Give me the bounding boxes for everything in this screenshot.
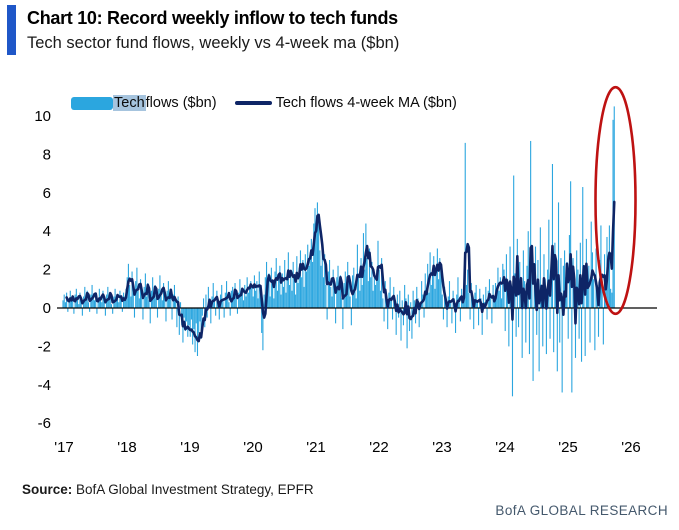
svg-text:0: 0: [43, 300, 51, 317]
ma-line-swatch: [234, 101, 272, 105]
svg-text:10: 10: [34, 108, 51, 125]
svg-text:-6: -6: [38, 415, 51, 432]
svg-text:8: 8: [43, 146, 51, 163]
x-axis-labels: '17 '18 '19 '20 '21 '22 '23 '24 '25 '26: [54, 439, 641, 456]
legend-highlighted-word: Tech: [113, 95, 146, 111]
brand-mark: BofA GLOBAL RESEARCH: [495, 503, 668, 518]
source-line: Source: BofA Global Investment Strategy,…: [22, 482, 314, 497]
source-text: BofA Global Investment Strategy, EPFR: [72, 482, 314, 497]
svg-text:'23: '23: [432, 439, 452, 456]
svg-text:'25: '25: [558, 439, 578, 456]
legend-ma-label: Tech flows 4-week MA ($bn): [275, 95, 457, 111]
record-spike-annotation-ellipse: [594, 85, 637, 316]
svg-text:6: 6: [43, 185, 51, 202]
legend-item-tech-flows: Tech flows ($bn): [71, 95, 217, 111]
chart-title: Chart 10: Record weekly inflow to tech f…: [27, 8, 398, 28]
svg-text:'20: '20: [243, 439, 263, 456]
chart-legend: Tech flows ($bn) Tech flows 4-week MA ($…: [71, 95, 457, 111]
chart-subtitle: Tech sector fund flows, weekly vs 4-week…: [27, 34, 400, 52]
title-accent-bar: [7, 5, 16, 55]
svg-text:'21: '21: [306, 439, 326, 456]
tech-flows-swatch: [71, 96, 113, 110]
svg-text:'18: '18: [117, 439, 137, 456]
svg-text:'17: '17: [54, 439, 74, 456]
legend-tech-flows-label: flows ($bn): [145, 95, 217, 111]
source-label: Source:: [22, 482, 73, 497]
legend-item-ma: Tech flows 4-week MA ($bn): [234, 95, 457, 111]
svg-text:'26: '26: [621, 439, 641, 456]
y-axis-labels: 10 8 6 4 2 0 -2 -4 -6: [34, 108, 51, 432]
svg-text:-2: -2: [38, 338, 51, 355]
svg-text:2: 2: [43, 262, 51, 279]
svg-text:'24: '24: [495, 439, 515, 456]
svg-text:-4: -4: [38, 377, 51, 394]
svg-text:4: 4: [43, 223, 51, 240]
ma-line-series: [65, 200, 616, 343]
svg-text:'22: '22: [369, 439, 389, 456]
svg-text:'19: '19: [180, 439, 200, 456]
